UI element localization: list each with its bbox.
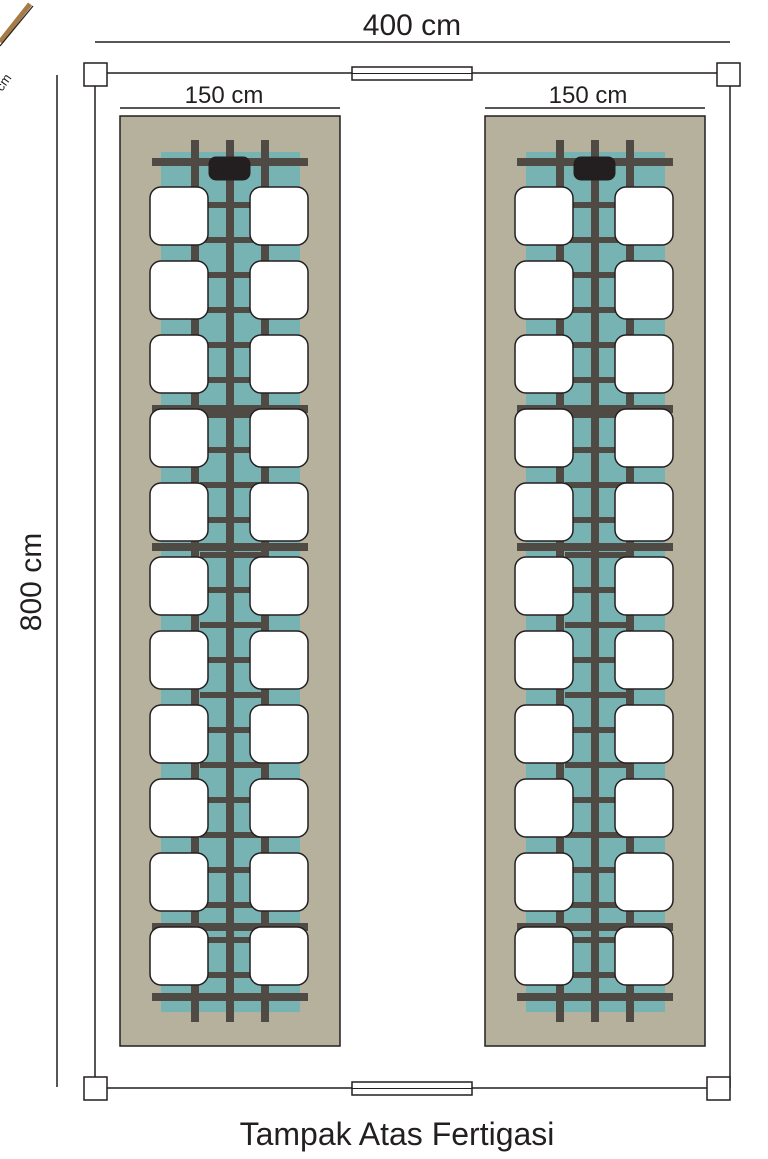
plant-pot [249,334,309,394]
plant-pot [614,704,674,764]
plant-pot [149,852,209,912]
plant-pot [149,186,209,246]
plant-pot [514,482,574,542]
corner-fragment: cm [0,2,34,94]
plant-pot [614,630,674,690]
plant-pot [614,926,674,986]
plant-pot [149,408,209,468]
corner-post-top-left [83,62,108,87]
plant-pot [514,260,574,320]
bed-1 [119,115,341,1047]
plant-pot [249,778,309,838]
bed-right-dimension-label: 150 cm [549,82,628,109]
plant-pot [249,408,309,468]
plant-pot [249,260,309,320]
corner-fragment-label: cm [0,71,14,94]
plant-pot [514,334,574,394]
plant-pot [614,482,674,542]
plant-pot [614,260,674,320]
greenhouse-frame [83,62,741,1101]
length-dimension-label: 800 cm [15,533,48,631]
drip-pipe [226,140,234,1022]
plant-pot [149,778,209,838]
plant-pot [149,260,209,320]
bed-2 [484,115,706,1047]
plant-pot [514,630,574,690]
plant-pot [514,186,574,246]
plant-pot [514,926,574,986]
plant-pot [614,334,674,394]
plant-pot [614,186,674,246]
plant-pot [249,186,309,246]
plant-pot [149,556,209,616]
plant-pot [149,334,209,394]
plant-pot [149,926,209,986]
corner-post-bottom-right [706,1076,731,1101]
plant-pot [249,926,309,986]
plant-pot [149,482,209,542]
plant-pot [614,852,674,912]
plant-pot [249,556,309,616]
diagram-title: Tampak Atas Fertigasi [239,1116,555,1152]
nutrient-tank [208,156,251,181]
width-dimension-label: 400 cm [363,9,461,42]
plant-pot [149,630,209,690]
bed-left-dimension-label: 150 cm [185,82,264,109]
plant-pot [249,630,309,690]
drip-pipe [591,140,599,1022]
nutrient-tank [573,156,616,181]
plant-pot [514,778,574,838]
plant-pot [514,704,574,764]
plant-pot [149,704,209,764]
plant-pot [514,556,574,616]
corner-post-bottom-left [83,1076,108,1101]
corner-post-top-right [716,62,741,87]
plant-pot [249,704,309,764]
plant-pot [249,852,309,912]
beds-layer [119,115,706,1047]
plant-pot [514,852,574,912]
plant-pot [614,778,674,838]
plant-pot [614,408,674,468]
plant-pot [614,556,674,616]
plant-pot [249,482,309,542]
plant-pot [514,408,574,468]
